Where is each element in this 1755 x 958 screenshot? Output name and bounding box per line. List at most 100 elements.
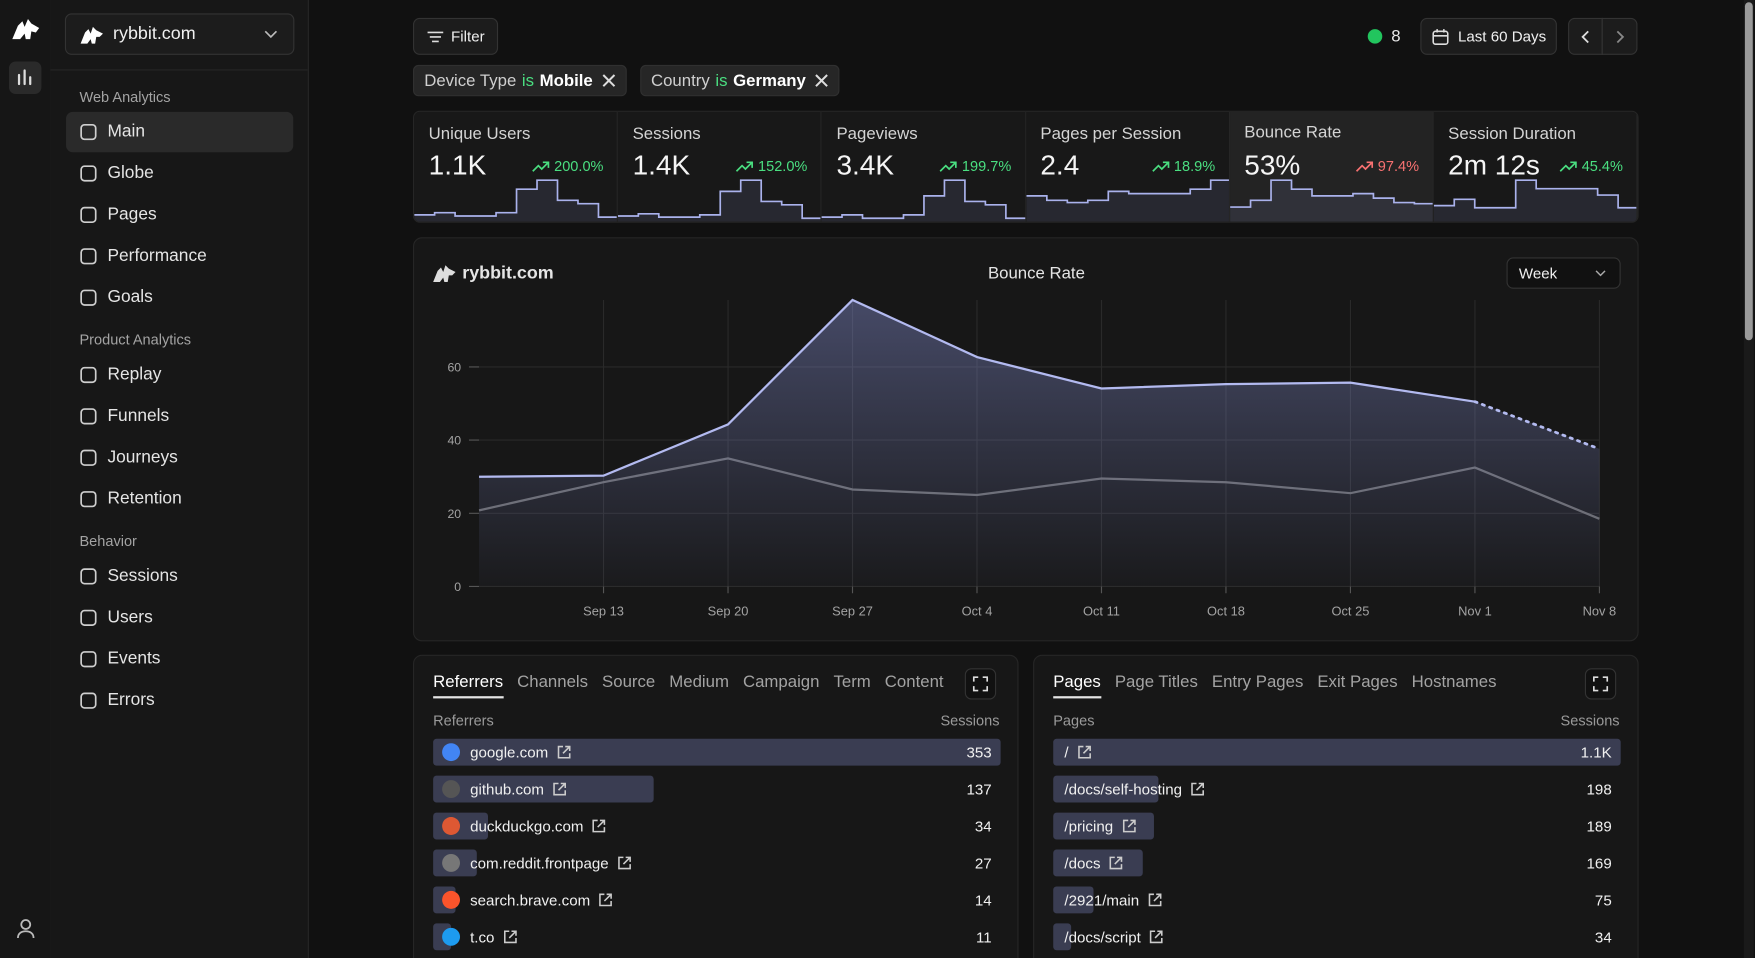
table-row[interactable]: com.reddit.frontpage 27: [433, 849, 1000, 877]
row-name: /pricing: [1064, 817, 1114, 835]
nav-item[interactable]: Main: [66, 111, 294, 153]
user-icon[interactable]: [15, 918, 37, 940]
icon-shape: [1152, 160, 1170, 172]
metric-change: 152.0%: [736, 158, 807, 175]
icon-shape: [80, 609, 97, 626]
tab[interactable]: Channels: [517, 672, 589, 692]
filter-value: Mobile: [539, 71, 593, 91]
nav-item[interactable]: Retention: [66, 479, 293, 519]
tab[interactable]: Source: [602, 672, 656, 692]
metric-label: Unique Users: [428, 124, 531, 144]
tab[interactable]: Referrers: [433, 673, 504, 699]
tab[interactable]: Entry Pages: [1211, 672, 1304, 692]
metric-label: Sessions: [632, 124, 701, 144]
table-row[interactable]: /docs/script 34: [1053, 923, 1620, 951]
x-tick-label: Nov 1: [1458, 604, 1492, 619]
icon-shape: [1592, 676, 1609, 692]
nav-item[interactable]: Performance: [66, 236, 293, 276]
metric-card[interactable]: Unique Users 1.1K 200.0%: [414, 111, 619, 222]
prev-button[interactable]: [1568, 17, 1603, 55]
metric-value: 53%: [1244, 149, 1301, 182]
tab[interactable]: Exit Pages: [1317, 672, 1398, 692]
nav-label: Retention: [107, 489, 182, 509]
live-count: 8: [1391, 26, 1401, 46]
metric-card[interactable]: Pages per Session 2.4 18.9%: [1025, 111, 1230, 222]
table-row[interactable]: /pricing 189: [1053, 812, 1620, 840]
referrers-panel: Referrers Channels Source Medium Campaign Ter…: [413, 654, 1019, 958]
external-link-icon: [553, 782, 567, 796]
metric-value: 2m 12s: [1448, 149, 1540, 182]
icon-shape: [1150, 930, 1163, 944]
y-tick-label: 0: [454, 580, 461, 594]
date-range-button[interactable]: Last 60 Days: [1420, 17, 1557, 55]
nav-item[interactable]: Globe: [66, 153, 293, 193]
nav-item[interactable]: Pages: [66, 195, 293, 235]
table-row[interactable]: /2921/main 75: [1053, 886, 1620, 914]
table-row[interactable]: search.brave.com 14: [433, 886, 1000, 914]
interval-select[interactable]: Week: [1506, 257, 1621, 289]
tab[interactable]: Medium: [669, 672, 729, 692]
nav-item[interactable]: Errors: [66, 681, 293, 721]
nav-item[interactable]: Sessions: [66, 556, 293, 596]
nav-label: Errors: [107, 690, 155, 710]
metric-card[interactable]: Session Duration 2m 12s 45.4%: [1433, 111, 1638, 222]
tab[interactable]: Page Titles: [1114, 672, 1198, 692]
metric-label: Pageviews: [836, 124, 918, 144]
nav-item[interactable]: Funnels: [66, 396, 293, 436]
y-tick-label: 20: [447, 507, 461, 521]
table-row[interactable]: /docs 169: [1053, 849, 1620, 877]
table-row[interactable]: google.com 353: [433, 738, 1001, 766]
tab[interactable]: Term: [833, 672, 871, 692]
table-row[interactable]: t.co 11: [433, 923, 1000, 951]
external-link-icon: [592, 819, 606, 833]
metric-card[interactable]: Pageviews 3.4K 199.7%: [821, 111, 1026, 222]
filter-chip[interactable]: Device Type is Mobile: [413, 64, 627, 97]
x-tick-label: Sep 20: [708, 604, 749, 619]
expand-button[interactable]: [1584, 668, 1617, 700]
nav-item[interactable]: Journeys: [66, 438, 293, 478]
trend-icon: [1559, 160, 1577, 172]
scrollbar-thumb[interactable]: [1744, 2, 1753, 341]
area: [479, 299, 1600, 587]
nav-item[interactable]: Users: [66, 598, 293, 638]
favicon: [442, 890, 461, 909]
table-row[interactable]: / 1.1K: [1053, 738, 1621, 766]
table-row[interactable]: /docs/self-hosting 198: [1053, 775, 1620, 803]
nav-label: Journeys: [107, 447, 178, 467]
tab[interactable]: Hostnames: [1411, 672, 1497, 692]
icon: [80, 123, 97, 141]
sparkline: [1229, 179, 1433, 222]
row-content: /pricing: [1062, 813, 1136, 840]
nav-item[interactable]: Events: [66, 639, 293, 679]
nav-label: Main: [107, 121, 146, 142]
row-value: 198: [1586, 781, 1612, 799]
expand-button[interactable]: [964, 668, 997, 700]
icon-shape: [80, 692, 97, 709]
table-row[interactable]: github.com 137: [433, 775, 1000, 803]
sparkline-area: [821, 180, 1025, 222]
table-row[interactable]: duckduckgo.com 34: [433, 812, 1000, 840]
next-button[interactable]: [1601, 17, 1638, 55]
analytics-icon[interactable]: [8, 61, 42, 95]
tab[interactable]: Content: [884, 672, 944, 692]
tab[interactable]: Pages: [1053, 673, 1101, 699]
row-name: /docs/script: [1064, 928, 1141, 946]
metric-card[interactable]: Sessions 1.4K 152.0%: [618, 111, 822, 222]
trend-icon: [532, 160, 550, 172]
nav-label: Replay: [107, 364, 162, 384]
nav-label: Users: [107, 607, 153, 627]
filter-chip[interactable]: Country is Germany: [639, 64, 840, 97]
metric-card[interactable]: Bounce Rate 53% 97.4%: [1229, 111, 1434, 222]
nav-item[interactable]: Replay: [66, 355, 293, 395]
nav-label: Pages: [107, 204, 157, 224]
nav-item[interactable]: Goals: [66, 278, 293, 318]
icon: [80, 165, 97, 182]
tab[interactable]: Campaign: [742, 672, 820, 692]
site-selector[interactable]: rybbit.com: [64, 13, 295, 55]
filter-button[interactable]: Filter: [413, 17, 499, 55]
chart-title: Bounce Rate: [988, 264, 1085, 283]
row-name: t.co: [470, 928, 495, 946]
row-name: /2921/main: [1064, 891, 1140, 909]
row-value: 75: [1594, 892, 1612, 909]
row-bar: [1053, 849, 1143, 877]
